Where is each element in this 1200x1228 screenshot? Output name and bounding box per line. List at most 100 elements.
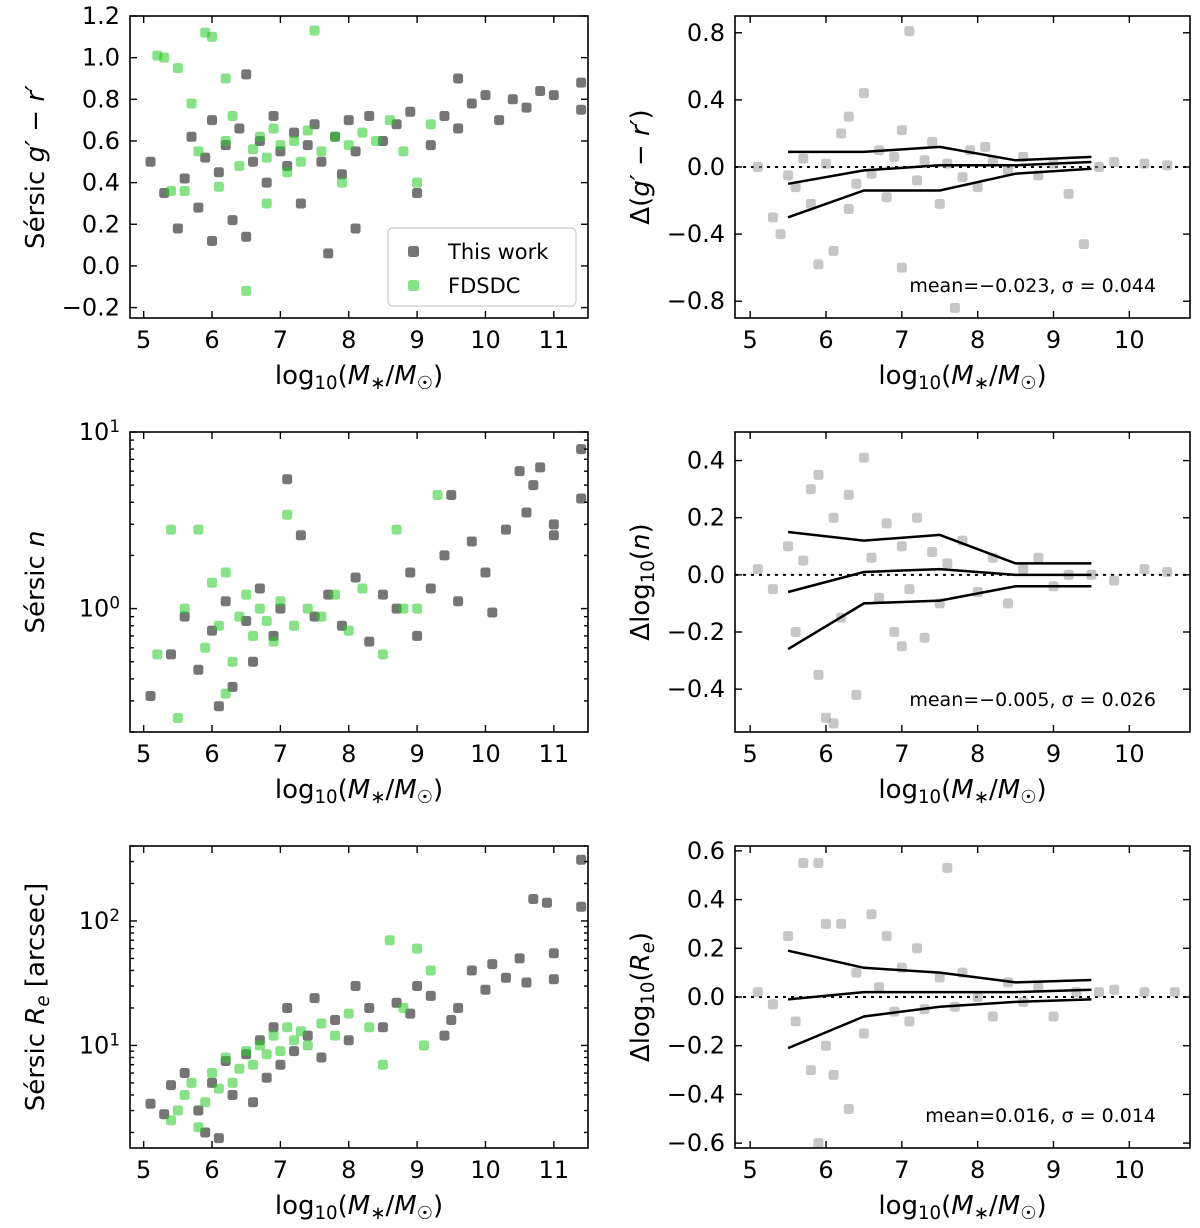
data-point	[316, 156, 327, 167]
data-point	[302, 125, 313, 136]
data-point	[1086, 569, 1097, 580]
data-point	[193, 524, 204, 535]
axes-frame	[734, 431, 1191, 733]
data-point	[487, 607, 498, 618]
data-point	[466, 98, 477, 109]
y-axis-label: Sérsic g′ − r′	[21, 85, 51, 249]
y-tick-label: 0.2	[687, 504, 725, 532]
data-point	[330, 1015, 341, 1026]
data-point	[323, 248, 334, 259]
y-tick-label: −0.2	[667, 1032, 725, 1060]
legend-marker	[408, 246, 419, 257]
y-tick-label: 102	[79, 905, 120, 935]
data-point	[828, 718, 839, 729]
data-point	[874, 982, 885, 993]
x-tick-label: 6	[818, 740, 833, 768]
data-point	[466, 536, 477, 547]
legend-label: FDSDC	[448, 274, 520, 298]
plot-area	[735, 26, 1190, 313]
data-point	[159, 52, 170, 63]
data-point	[1139, 987, 1150, 998]
data-point	[439, 1030, 450, 1041]
series-residuals	[752, 452, 1173, 729]
data-point	[343, 625, 354, 636]
data-point	[295, 198, 306, 209]
data-point	[220, 73, 231, 84]
x-axis-label: log10(M∗/M☉)	[275, 775, 443, 808]
data-point	[927, 136, 938, 147]
data-point	[193, 1122, 204, 1133]
data-point	[821, 1040, 831, 1051]
data-point	[207, 577, 218, 588]
data-point	[889, 151, 900, 162]
data-point	[480, 90, 491, 101]
data-point	[357, 127, 368, 138]
data-point	[576, 104, 587, 115]
data-point	[371, 135, 382, 146]
data-point	[1018, 564, 1029, 575]
data-point	[1048, 1011, 1059, 1022]
data-point	[275, 596, 286, 607]
panel-color-left: 5 6 7 8 9 10 11 −0.2 0.0 0.2 0.4 0.6 0.8 1.0 1.2 log10(…	[21, 2, 589, 394]
data-point	[357, 583, 368, 594]
data-point	[282, 1022, 293, 1033]
data-point	[798, 153, 809, 164]
data-point	[172, 63, 183, 74]
data-point	[843, 1104, 854, 1115]
line-upper	[788, 145, 1092, 162]
x-axis-label: log10(M∗/M☉)	[275, 361, 443, 394]
x-tick-label: 8	[970, 1156, 985, 1184]
data-point	[377, 589, 388, 600]
data-point	[254, 1040, 265, 1051]
data-point	[261, 152, 272, 163]
x-tick-label: 9	[1046, 1156, 1061, 1184]
data-point	[500, 524, 511, 535]
data-point	[487, 959, 498, 970]
data-point	[1169, 987, 1180, 998]
data-point	[1139, 564, 1150, 575]
data-point	[858, 452, 869, 463]
y-tick-label: 101	[79, 416, 120, 446]
data-point	[241, 1046, 252, 1057]
data-point	[851, 178, 862, 189]
data-point	[453, 73, 464, 84]
y-axis-label: Δlog10(n)	[626, 523, 659, 640]
y-tick-label: 0.0	[82, 252, 120, 280]
data-point	[866, 909, 877, 920]
data-point	[912, 943, 922, 954]
data-point	[364, 1002, 375, 1013]
data-point	[1003, 165, 1013, 176]
y-tick-label: 0.0	[687, 153, 725, 181]
data-point	[881, 192, 892, 203]
data-point	[241, 285, 252, 296]
data-point	[412, 630, 423, 641]
y-axis-label: Δlog10(Re)	[626, 932, 659, 1062]
data-point	[828, 512, 839, 523]
data-point	[377, 1022, 388, 1033]
data-point	[364, 110, 375, 121]
line-median	[787, 988, 1092, 1001]
data-point	[220, 567, 231, 578]
x-tick-label: 10	[470, 740, 501, 768]
data-point	[193, 1105, 204, 1116]
data-point	[1139, 158, 1150, 169]
panel-n-right: 5 6 7 8 9 10 −0.4 −0.2 0.0 0.2 0.4 log10(M∗/M☉) Δlog…	[626, 431, 1191, 808]
y-tick-label: 0.4	[82, 169, 120, 197]
data-point	[248, 656, 259, 667]
x-tick-label: 5	[136, 1156, 151, 1184]
panel-re-left: 5 6 7 8 9 10 11 101 102 log10(M∗/M☉) Sérsic Re [ar…	[21, 845, 589, 1224]
x-tick-label: 7	[273, 326, 288, 354]
data-point	[200, 1097, 211, 1108]
data-point	[881, 518, 892, 529]
x-tick-label: 9	[1046, 326, 1061, 354]
data-point	[851, 689, 862, 700]
data-point	[576, 493, 587, 504]
data-point	[220, 596, 231, 607]
data-point	[220, 135, 231, 146]
data-point	[234, 1063, 245, 1074]
data-point	[412, 603, 423, 614]
data-point	[248, 144, 259, 155]
y-tick-label: 0.8	[82, 85, 120, 113]
data-point	[790, 1016, 801, 1027]
